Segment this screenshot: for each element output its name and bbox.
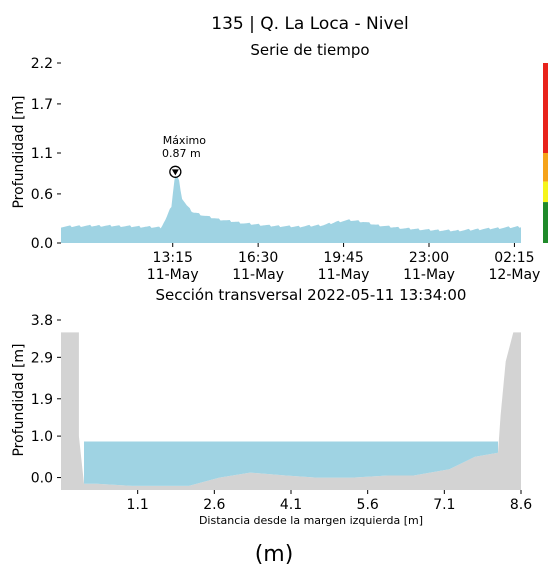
alert-level-red (543, 63, 548, 153)
cs-xlabel: Distancia desde la margen izquierda [m] (199, 514, 423, 527)
cs-xtick-label: 5.6 (357, 497, 379, 513)
max-annotation-value: 0.87 m (162, 147, 201, 160)
cs-terrain-area (61, 332, 521, 490)
ts-ytick-label: 1.1 (31, 146, 53, 162)
ts-xtick-time: 23:00 (409, 250, 449, 266)
ts-ylabel: Profundidad [m] (11, 95, 27, 208)
time-series-chart: Serie de tiempo Profundidad [m] 0.0 0.6 1.… (11, 41, 548, 283)
cs-xtick-label: 2.6 (203, 497, 225, 513)
cs-ytick-label: 3.8 (31, 313, 53, 329)
cs-xtick-label: 7.1 (433, 497, 455, 513)
alert-level-yellow (543, 181, 548, 203)
figure-caption: (m) (254, 542, 294, 567)
ts-ytick-label: 0.6 (31, 187, 53, 203)
max-marker-triangle (171, 169, 179, 176)
cs-ytick-label: 0.0 (31, 471, 53, 487)
ts-ytick-label: 1.7 (31, 97, 53, 113)
ts-xtick-date: 11-May (318, 267, 370, 283)
ts-xtick-time: 16:30 (238, 250, 278, 266)
ts-xtick-date: 11-May (403, 267, 455, 283)
cs-xtick-label: 1.1 (127, 497, 149, 513)
cs-ylabel: Profundidad [m] (11, 343, 27, 456)
figure-title: 135 | Q. La Loca - Nivel (211, 14, 408, 34)
ts-ytick-label: 0.0 (31, 236, 53, 252)
ts-title: Serie de tiempo (250, 41, 369, 59)
ts-xtick-date: 11-May (232, 267, 284, 283)
ts-ytick-label: 2.2 (31, 56, 53, 72)
alert-level-green (543, 202, 548, 243)
cs-xtick-label: 8.6 (510, 497, 532, 513)
ts-depth-area (61, 173, 521, 243)
ts-xtick-time: 13:15 (153, 250, 193, 266)
cs-ytick-label: 1.9 (31, 392, 53, 408)
max-annotation: Máximo 0.87 m (162, 134, 206, 178)
ts-xtick-time: 19:45 (323, 250, 363, 266)
ts-xtick-date: 11-May (147, 267, 199, 283)
cs-water-area (84, 441, 498, 486)
alert-level-orange (543, 153, 548, 182)
ts-xtick-date: 12-May (489, 267, 541, 283)
max-annotation-label: Máximo (163, 134, 207, 147)
cs-title: Sección transversal 2022-05-11 13:34:00 (156, 286, 467, 304)
cs-ytick-label: 2.9 (31, 350, 53, 366)
ts-xtick-time: 02:15 (494, 250, 534, 266)
cs-xtick-label: 4.1 (280, 497, 302, 513)
cs-ytick-label: 1.0 (31, 429, 53, 445)
cross-section-chart: Sección transversal 2022-05-11 13:34:00 … (11, 286, 532, 527)
